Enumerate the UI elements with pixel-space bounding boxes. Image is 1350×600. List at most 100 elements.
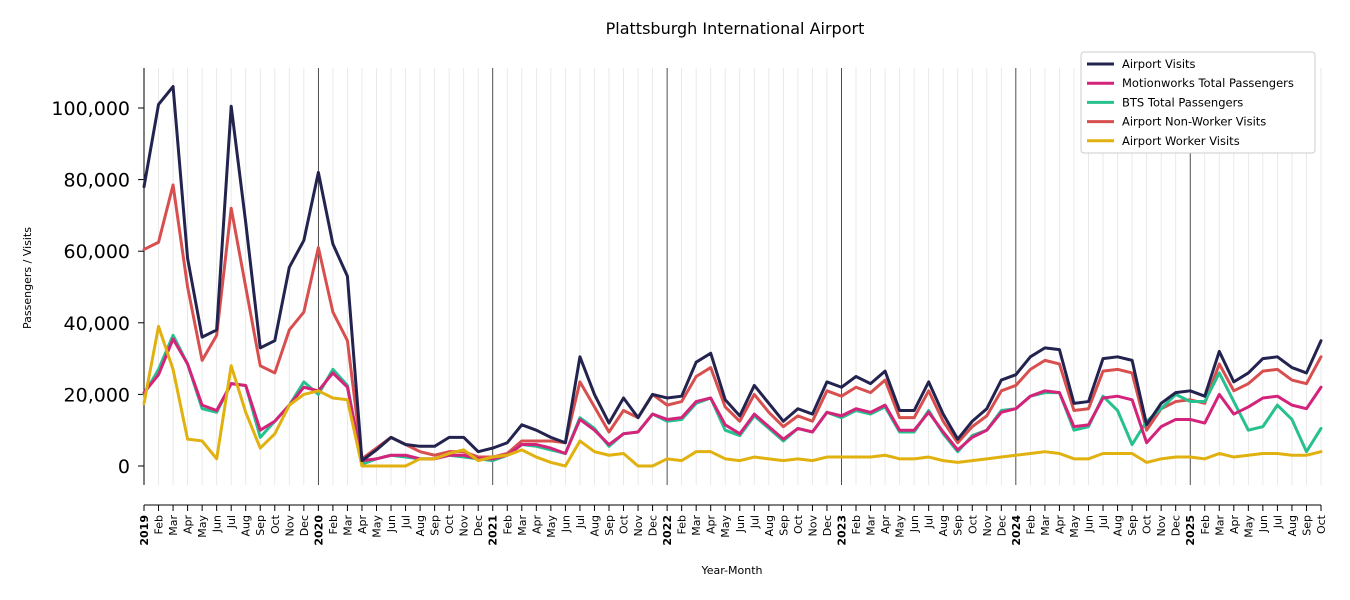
x-tick-label: Dec [1170,515,1183,536]
y-tick-label: 40,000 [64,313,130,335]
y-tick-label: 60,000 [64,241,130,263]
x-tick-label: Aug [588,515,601,536]
x-tick-label: May [1068,515,1081,538]
x-tick-label: Jul [923,515,936,529]
x-tick-label: Apr [705,515,718,535]
x-tick-label: Mar [690,515,703,536]
x-tick-label: Mar [865,515,878,536]
x-tick-label: Aug [240,515,253,536]
x-tick-label: Apr [356,515,369,535]
y-axis: 0 20,000 40,000 60,000 80,000 100,000 [51,68,145,485]
legend-label: Airport Worker Visits [1122,134,1240,148]
x-tick-label: Apr [1228,515,1241,535]
x-tick-label: Aug [937,515,950,536]
x-tick-label: Jul [574,515,587,529]
legend-label: Airport Visits [1122,57,1196,71]
x-tick-label: Oct [792,514,805,534]
x-tick-label: Aug [414,515,427,536]
x-tick-label: Sep [1300,515,1313,536]
x-tick-label: Mar [516,515,529,536]
legend-label: Airport Non-Worker Visits [1122,115,1266,129]
x-tick-label: 2019 [138,515,151,546]
x-tick-label: Apr [182,515,195,535]
x-tick-label: Sep [952,515,965,536]
legend: Airport Visits Motionworks Total Passenge… [1080,51,1316,154]
legend-box [1080,51,1316,154]
series-lines [142,85,1323,468]
x-tick-label: Apr [879,515,892,535]
x-tick-label: Oct [443,514,456,534]
y-tick-label: 100,000 [51,98,130,120]
x-tick-label: Oct [618,514,631,534]
x-tick-label: Jul [225,515,238,529]
x-tick-label: Dec [995,515,1008,536]
chart-title: Plattsburgh International Airport [606,19,865,38]
x-tick-label: May [719,515,732,538]
y-tick-label: 80,000 [64,170,130,192]
x-tick-label: 2020 [312,515,325,546]
x-tick-label: Feb [501,515,514,534]
x-tick-label: Jun [385,515,398,533]
x-tick-label: 2025 [1184,515,1197,546]
x-tick-label: Mar [1039,515,1052,536]
x-tick-label: Jul [748,515,761,529]
x-tick-label: Nov [283,515,296,537]
y-tick-label: 0 [118,456,130,478]
x-tick-label: Feb [1199,515,1212,534]
x-tick-label: Sep [254,515,267,536]
x-tick-label: Aug [763,515,776,536]
x-tick-label: May [196,515,209,538]
x-tick-label: Jun [1083,515,1096,533]
x-tick-label: Oct [966,514,979,534]
x-tick-label: Jun [1257,515,1270,533]
legend-label: Motionworks Total Passengers [1122,76,1294,90]
legend-label: BTS Total Passengers [1122,95,1243,109]
series-line-motionworks-total-passengers [142,337,1323,463]
x-tick-label: Jun [734,515,747,533]
series-line-airport-visits [142,85,1323,463]
x-tick-label: Sep [603,515,616,536]
x-tick-label: Mar [167,515,180,536]
x-tick-label: 2024 [1010,515,1023,546]
x-axis-label: Year-Month [700,564,762,577]
x-tick-label: Jun [559,515,572,533]
x-tick-label: May [1242,515,1255,538]
x-tick-label: Dec [647,515,660,536]
x-tick-label: Mar [341,515,354,536]
x-tick-label: Oct [1141,514,1154,534]
x-tick-label: Sep [1126,515,1139,536]
x-tick-label: Feb [850,515,863,534]
x-tick-label: May [894,515,907,538]
x-tick-label: Apr [1053,515,1066,535]
x-tick-label: May [370,515,383,538]
x-tick-label: Feb [153,515,166,534]
x-tick-label: Dec [472,515,485,536]
y-axis-label: Passengers / Visits [21,227,34,329]
x-tick-label: Aug [1112,515,1125,536]
x-tick-label: Sep [777,515,790,536]
x-tick-label: Jun [908,515,921,533]
x-tick-label: Aug [1286,515,1299,536]
x-tick-label: Jul [400,515,413,529]
x-tick-label: Feb [676,515,689,534]
x-tick-label: Nov [632,515,645,537]
x-tick-label: Jul [1097,515,1110,529]
y-tick-label: 20,000 [64,384,130,406]
series-line-bts-total-passengers [142,333,1323,466]
x-tick-label: Feb [327,515,340,534]
x-tick-label: 2021 [487,515,500,546]
series-line-airport-non-worker-visits [142,183,1323,461]
x-tick-label: Nov [981,515,994,537]
x-tick-label: May [545,515,558,538]
x-tick-label: Feb [1024,515,1037,534]
x-tick-label: Jun [211,515,224,533]
x-tick-label: Apr [530,515,543,535]
x-tick-label: Dec [821,515,834,536]
x-tick-label: Dec [298,515,311,536]
x-tick-label: 2023 [835,515,848,546]
x-tick-label: Jul [1271,515,1284,529]
x-tick-label: Nov [1155,515,1168,537]
x-tick-label: Nov [458,515,471,537]
x-axis: 2019 Feb Mar Apr May Jun Jul Aug Sep Oct Nov Dec 202… [138,504,1328,546]
